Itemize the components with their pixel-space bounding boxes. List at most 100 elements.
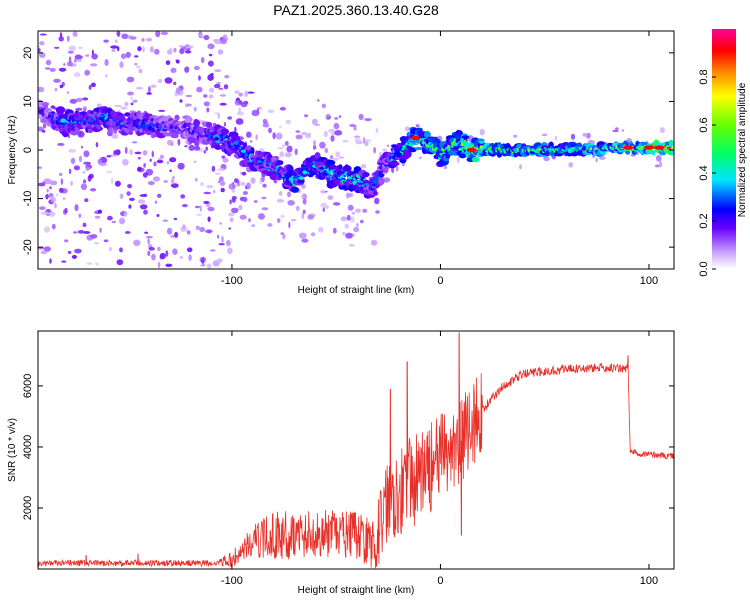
noise-blob [125,51,131,59]
noise-blob [238,100,243,105]
noise-blob [174,231,179,238]
ridge-peak [623,145,634,150]
noise-blob [85,54,90,57]
noise-blob [164,77,173,84]
ridge-halo [297,179,305,184]
noise-blob [109,247,112,251]
noise-blob [203,101,210,107]
ridge-halo [362,172,370,178]
noise-blob [322,207,325,212]
noise-blob [376,127,379,134]
noise-blob [90,82,96,88]
noise-blob [48,193,53,197]
noise-blob [46,188,49,193]
noise-blob [238,107,241,114]
noise-blob [198,75,201,81]
noise-blob [82,106,87,112]
noise-blob [287,200,295,206]
noise-blob [151,253,156,261]
ridge-halo [107,127,113,135]
noise-blob [116,259,124,266]
ridge-halo [43,104,48,109]
noise-blob [253,200,258,203]
noise-blob [259,148,265,152]
noise-blob [134,151,142,155]
noise-blob [246,182,251,190]
ridge-peak [654,145,665,150]
noise-blob [360,164,367,169]
noise-blob [218,243,225,246]
ridge-peak [644,145,654,150]
noise-blob [301,132,308,136]
noise-blob [99,162,107,167]
noise-blob [231,207,239,214]
noise-blob [240,101,248,108]
noise-blob [170,183,179,189]
noise-blob [181,204,188,208]
noise-blob [206,107,210,113]
noise-blob [659,127,665,134]
ridge-core [60,118,66,123]
noise-blob [326,116,332,119]
noise-blob [63,63,66,66]
noise-blob [208,60,214,67]
ridge-halo [338,164,343,170]
noise-blob [364,118,372,122]
noise-blob [49,258,52,264]
noise-blob [157,246,161,252]
noise-blob [49,67,56,72]
noise-blob [70,157,76,164]
noise-blob [251,109,260,117]
noise-blob [77,46,83,49]
noise-blob [261,175,265,183]
noise-blob [78,213,82,218]
noise-blob [214,112,220,115]
ridge-halo [471,156,480,163]
noise-blob [193,65,200,71]
noise-blob [173,47,177,53]
noise-blob [42,123,47,129]
noise-blob [280,232,285,235]
noise-blob [250,177,256,184]
noise-blob [194,177,198,182]
noise-blob [124,146,128,154]
noise-blob [554,135,558,141]
colorbar: 0.0 0.2 0.4 0.6 0.8 Normalized spectral ampl… [698,29,748,277]
noise-blob [170,235,176,238]
noise-blob [39,206,46,211]
noise-blob [206,184,214,189]
noise-blob [156,159,164,164]
noise-blob [137,199,146,204]
noise-blob [179,99,183,103]
noise-blob [287,191,291,198]
ridge-halo [424,130,431,139]
ridge-halo [250,147,255,155]
ridge-core [405,142,409,146]
noise-blob [354,137,362,144]
noise-blob [132,99,138,103]
noise-blob [69,98,78,104]
noise-blob [123,211,127,218]
noise-blob [234,126,237,133]
noise-blob [317,99,320,102]
noise-blob [234,90,240,95]
noise-blob [302,198,307,205]
ridge-core [260,158,263,162]
noise-blob [170,67,177,74]
noise-blob [247,91,255,94]
y-tick-label: -10 [22,191,34,207]
noise-blob [193,106,197,112]
ridge-halo [112,125,121,130]
noise-blob [78,155,83,163]
colorbar-tick-label: 0.4 [698,165,710,180]
noise-blob [157,78,163,84]
noise-blob [78,55,83,59]
noise-blob [111,133,119,139]
noise-blob [169,47,172,52]
noise-blob [221,236,224,243]
noise-blob [582,133,588,137]
ridge-halo [478,140,485,144]
noise-blob [129,149,134,156]
colorbar-ticks: 0.0 0.2 0.4 0.6 0.8 [698,69,716,277]
